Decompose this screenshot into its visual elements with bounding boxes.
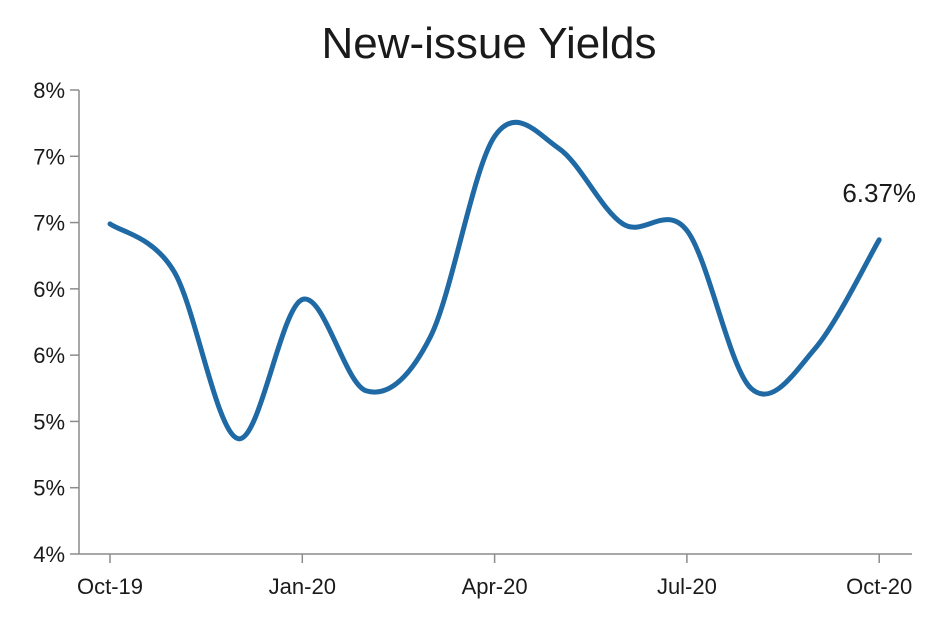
x-tick-label: Jul-20 xyxy=(657,574,717,599)
y-tick-label: 5% xyxy=(33,476,65,501)
y-tick-label: 5% xyxy=(33,409,65,434)
y-tick-label: 4% xyxy=(33,542,65,567)
y-tick-label: 7% xyxy=(33,144,65,169)
y-tick-label: 6% xyxy=(33,343,65,368)
y-tick-label: 7% xyxy=(33,211,65,236)
y-tick-label: 8% xyxy=(33,78,65,103)
x-tick-label: Oct-19 xyxy=(77,574,143,599)
chart-title: New-issue Yields xyxy=(321,19,656,68)
x-tick-label: Oct-20 xyxy=(846,574,912,599)
x-tick-label: Jan-20 xyxy=(269,574,336,599)
x-axis-ticks: Oct-19 Jan-20 Apr-20 Jul-20 Oct-20 xyxy=(77,554,912,599)
series-line-new-issue-yield xyxy=(107,119,882,442)
y-axis-ticks: 4% 5% 5% 6% 6% 7% 7% 8% xyxy=(33,78,79,567)
axes xyxy=(78,90,912,555)
y-tick-label: 6% xyxy=(33,277,65,302)
data-label-last-value: 6.37% xyxy=(842,178,916,208)
annotations: 6.37% xyxy=(842,178,916,208)
x-tick-label: Apr-20 xyxy=(462,574,528,599)
